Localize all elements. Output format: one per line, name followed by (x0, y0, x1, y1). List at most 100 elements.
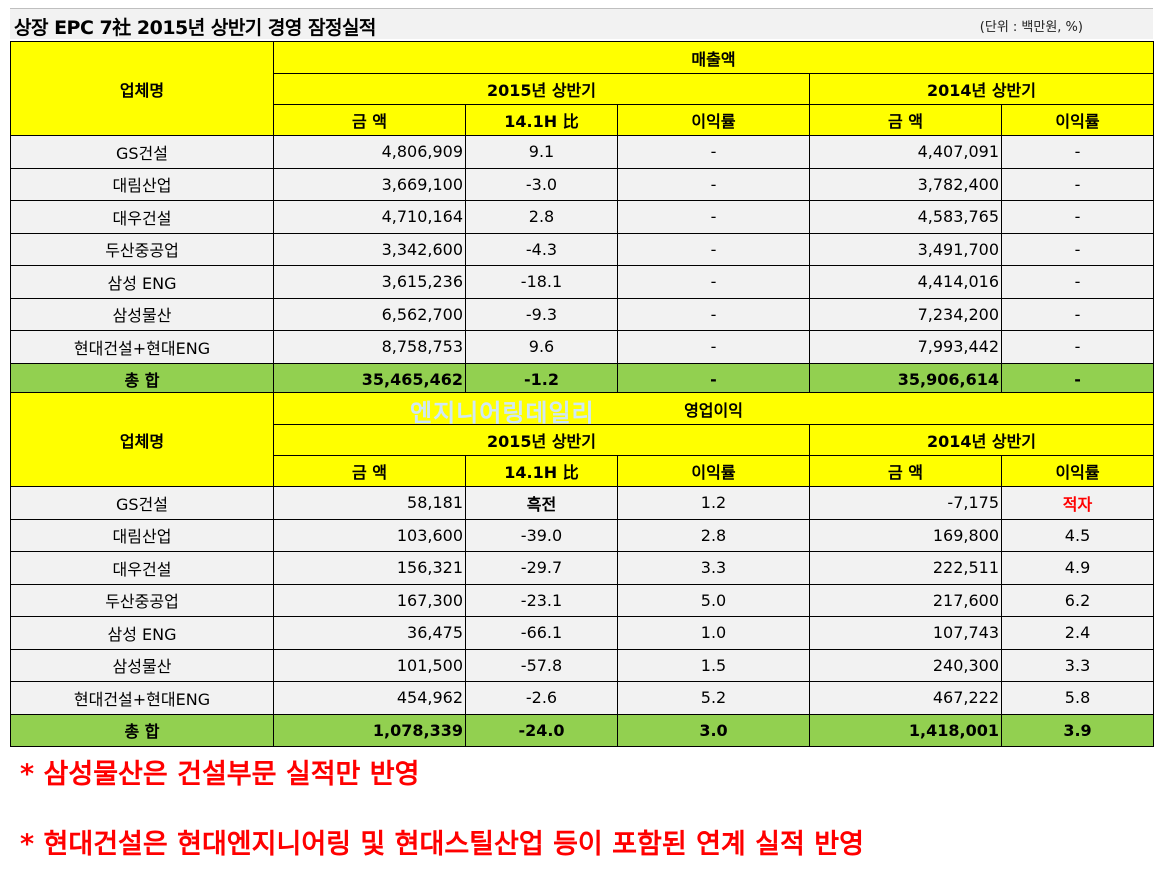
margin-2014: - (1000, 200, 1155, 234)
amount-2015: 3,342,600 (273, 232, 466, 266)
sales-header-row-1: 업체명 매출액 (10, 41, 1155, 136)
total-amount-2014: 35,906,614 (809, 362, 1002, 396)
amount-2015: 3,615,236 (273, 265, 466, 299)
total-margin-2015: 3.0 (617, 713, 810, 747)
ratio-vs-14h: -29.7 (465, 551, 618, 585)
margin-2014: - (1000, 167, 1155, 201)
ratio-vs-14h: 2.8 (465, 200, 618, 234)
margin-2015: - (617, 167, 810, 201)
note-2: * 현대건설은 현대엔지니어링 및 현대스틸산업 등이 포함된 연계 실적 반영 (20, 829, 864, 860)
total-amount-2015: 35,465,462 (273, 362, 466, 396)
amount-2014: 217,600 (809, 583, 1002, 617)
amount-header: 금 액 (273, 104, 466, 136)
margin-2015: 5.0 (617, 583, 810, 617)
margin-2015: 2.8 (617, 518, 810, 552)
margin-2015: 5.2 (617, 681, 810, 715)
table-row: 대림산업 103,600 -39.0 2.8 169,800 4.5 (10, 518, 1155, 552)
ratio-header: 14.1H 比 (465, 104, 618, 136)
ratio-vs-14h: 9.1 (465, 135, 618, 169)
table-row: 대우건설 4,710,164 2.8-4,583,765- (10, 200, 1155, 234)
total-margin-2014: 3.9 (1000, 713, 1155, 747)
amount-2015: 8,758,753 (273, 330, 466, 364)
table-row: 삼성물산 6,562,700 -9.3-7,234,200- (10, 297, 1155, 331)
margin-2014: 적자 (1000, 486, 1155, 520)
margin-header: 이익률 (617, 455, 810, 487)
total-amount-2015: 1,078,339 (273, 713, 466, 747)
margin-2014: 6.2 (1000, 583, 1155, 617)
margin-2014: - (1000, 135, 1155, 169)
ratio-vs-14h: -57.8 (465, 648, 618, 682)
amount-header: 금 액 (273, 455, 466, 487)
amount-2014: 4,583,765 (809, 200, 1002, 234)
total-ratio-vs-14h: -24.0 (465, 713, 618, 747)
sales-table: 업체명 매출액 2015년 상반기 2014년 상반기 금 액 14.1H 比 … (10, 41, 1155, 396)
total-row: 총 합 35,465,462 -1.2-35,906,614- (10, 362, 1155, 396)
margin-2014: - (1000, 232, 1155, 266)
ratio-vs-14h: -39.0 (465, 518, 618, 552)
amount-2015: 58,181 (273, 486, 466, 520)
margin-2015: 1.5 (617, 648, 810, 682)
amount-2014: 4,407,091 (809, 135, 1002, 169)
period-2014-header: 2014년 상반기 (808, 73, 1155, 105)
margin-2015: - (617, 200, 810, 234)
amount-2014: 467,222 (809, 681, 1002, 715)
op-section-title: 영업이익 (272, 392, 1155, 425)
amount-2014: 7,234,200 (809, 297, 1002, 331)
total-company-name: 총 합 (10, 362, 274, 396)
margin-2015: - (617, 232, 810, 266)
ratio-vs-14h: -66.1 (465, 616, 618, 650)
company-name: 두산중공업 (10, 232, 274, 266)
total-row: 총 합 1,078,339 -24.0 3.0 1,418,001 3.9 (10, 713, 1155, 747)
ratio-vs-14h: -4.3 (465, 232, 618, 266)
period-2015-header: 2015년 상반기 (273, 73, 810, 105)
ratio-vs-14h: -3.0 (465, 167, 618, 201)
ratio-vs-14h: 9.6 (465, 330, 618, 364)
margin-header: 이익률 (617, 104, 810, 136)
margin-2015: - (617, 265, 810, 299)
company-name: GS건설 (10, 486, 274, 520)
total-amount-2014: 1,418,001 (809, 713, 1002, 747)
amount-2014: -7,175 (809, 486, 1002, 520)
sales-header-row-2: 2015년 상반기 2014년 상반기 (11, 73, 1155, 105)
margin-2015: - (617, 135, 810, 169)
company-name: 대림산업 (10, 167, 274, 201)
amount-header: 금 액 (809, 455, 1002, 487)
margin-2014: 2.4 (1000, 616, 1155, 650)
margin-2015: 1.2 (617, 486, 810, 520)
amount-2015: 101,500 (273, 648, 466, 682)
table-row: 두산중공업 3,342,600 -4.3-3,491,700- (10, 232, 1155, 266)
table-row: 삼성 ENG 36,475 -66.1 1.0 107,743 2.4 (10, 616, 1155, 650)
op-header-row-3: 금 액 14.1H 比 이익률 금 액 이익률 (11, 455, 1155, 487)
table-row: 두산중공업 167,300 -23.1 5.0 217,600 6.2 (10, 583, 1155, 617)
margin-2015: 1.0 (617, 616, 810, 650)
ratio-vs-14h: -23.1 (465, 583, 618, 617)
margin-2015: - (617, 297, 810, 331)
table-row: GS건설 58,181 흑전 1.2 -7,175 적자 (10, 486, 1155, 520)
margin-2015: 3.3 (617, 551, 810, 585)
company-name: 삼성 ENG (10, 265, 274, 299)
table-row: 현대건설+현대ENG 454,962 -2.6 5.2 467,222 5.8 (10, 681, 1155, 715)
company-name: 대우건설 (10, 551, 274, 585)
title-bar: 상장 EPC 7社 2015년 상반기 경영 잠정실적 (단위 : 백만원, %… (10, 8, 1153, 39)
margin-header: 이익률 (1000, 455, 1155, 487)
total-margin-2014: - (1000, 362, 1155, 396)
company-header: 업체명 (10, 392, 274, 487)
amount-2014: 7,993,442 (809, 330, 1002, 364)
amount-2015: 454,962 (273, 681, 466, 715)
company-name: 현대건설+현대ENG (10, 330, 274, 364)
amount-2015: 103,600 (273, 518, 466, 552)
note-1: * 삼성물산은 건설부문 실적만 반영 (20, 759, 420, 790)
amount-2015: 3,669,100 (273, 167, 466, 201)
ratio-vs-14h: -9.3 (465, 297, 618, 331)
margin-2014: 4.5 (1000, 518, 1155, 552)
margin-2014: - (1000, 330, 1155, 364)
ratio-header: 14.1H 比 (465, 455, 618, 487)
company-name: 두산중공업 (10, 583, 274, 617)
margin-header: 이익률 (1000, 104, 1155, 136)
margin-2014: 3.3 (1000, 648, 1155, 682)
table-row: 삼성 ENG 3,615,236 -18.1-4,414,016- (10, 265, 1155, 299)
amount-2014: 3,782,400 (809, 167, 1002, 201)
company-name: 삼성 ENG (10, 616, 274, 650)
margin-2014: - (1000, 297, 1155, 331)
margin-2014: 5.8 (1000, 681, 1155, 715)
